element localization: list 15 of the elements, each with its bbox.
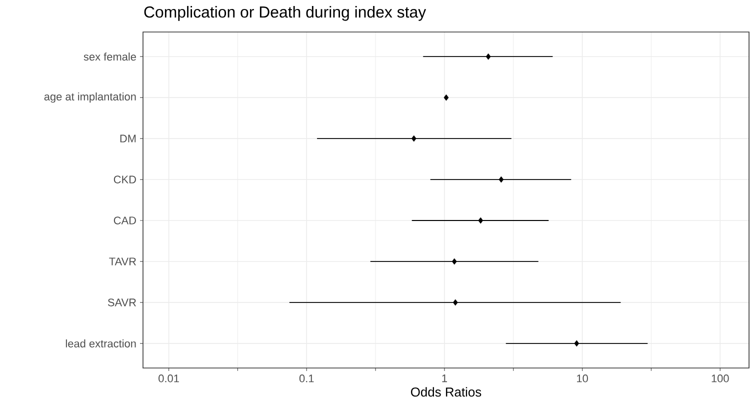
y-tick-label: lead extraction — [66, 339, 136, 348]
y-tick-label: sex female — [84, 52, 136, 61]
chart-title: Complication or Death during index stay — [144, 6, 426, 21]
x-tick-label: 0.01 — [158, 374, 179, 382]
y-tick-label: CKD — [114, 176, 136, 184]
y-tick-label: SAVR — [108, 298, 136, 306]
y-tick-label: age at implantation — [44, 92, 136, 103]
x-tick-label: 100 — [712, 374, 729, 382]
y-tick-label: DM — [120, 134, 136, 142]
x-tick-label: 0.1 — [299, 374, 314, 382]
y-tick-label: CAD — [114, 216, 136, 224]
x-tick-label: 10 — [577, 374, 588, 382]
x-axis-title: Odds Ratios — [410, 387, 482, 397]
y-tick-label: TAVR — [109, 258, 136, 266]
x-tick-label: 1 — [442, 374, 447, 382]
